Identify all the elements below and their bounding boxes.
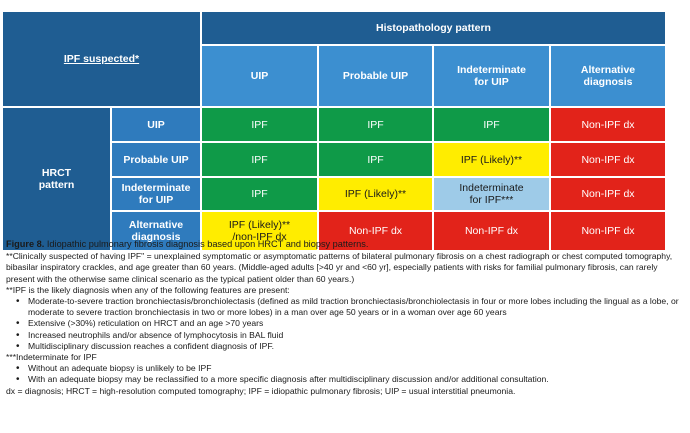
table-cell: Non-IPF dx [551, 212, 665, 250]
list-item: Increased neutrophils and/or absence of … [16, 330, 688, 341]
list-item: With an adequate biopsy may be reclassif… [16, 374, 688, 385]
corner-header: IPF suspected* [3, 12, 200, 106]
table-cell: IPF [202, 143, 317, 176]
table-cell: IPF [434, 108, 549, 141]
figure-label: Figure 8. [6, 239, 45, 249]
row-header-uip: UIP [112, 108, 200, 141]
row-header-probable-uip: Probable UIP [112, 143, 200, 176]
list-item: Without an adequate biopsy is unlikely t… [16, 363, 688, 374]
table-cell: Non-IPF dx [551, 178, 665, 210]
table-cell: IPF [202, 108, 317, 141]
footnote-indeterminate-intro: ***Indeterminate for IPF [6, 352, 97, 363]
diagnosis-table: IPF suspected* Histopathology pattern UI… [3, 12, 687, 250]
table-cell: IPF (Likely)** [434, 143, 549, 176]
table-cell: Non-IPF dx [551, 143, 665, 176]
footnote-clinical-suspicion: **Clinically suspected of having IPF" = … [6, 251, 673, 284]
abbreviations: dx = diagnosis; HRCT = high-resolution c… [6, 385, 516, 396]
table-cell: IPF (Likely)** /non-IPF dx [202, 212, 317, 250]
footnote-likely-list: Moderate-to-severe traction bronchiectas… [6, 296, 688, 352]
row-header-alternative: Alternative diagnosis [112, 212, 200, 250]
hrct-pattern-header: HRCT pattern [3, 108, 110, 250]
ipf-suspected-label: IPF suspected* [63, 53, 140, 65]
col-header-probable-uip: Probable UIP [319, 46, 432, 106]
table-cell: IPF (Likely)** [319, 178, 432, 210]
table-cell: Non-IPF dx [434, 212, 549, 250]
col-header-alternative: Alternative diagnosis [551, 46, 665, 106]
footnote-indeterminate-list: Without an adequate biopsy is unlikely t… [6, 363, 688, 386]
figure-title-line: Figure 8. Idiopathic pulmonary fibrosis … [6, 239, 688, 250]
table-cell: IPF [202, 178, 317, 210]
table-cell: IPF [319, 143, 432, 176]
histopathology-header: Histopathology pattern [202, 12, 665, 44]
list-item: Multidisciplinary discussion reaches a c… [16, 341, 688, 352]
figure-caption: Figure 8. Idiopathic pulmonary fibrosis … [6, 239, 688, 397]
table-cell: Non-IPF dx [319, 212, 432, 250]
table-cell: Indeterminate for IPF*** [434, 178, 549, 210]
figure-title: Idiopathic pulmonary fibrosis diagnosis … [46, 239, 369, 249]
col-header-indeterminate: Indeterminate for UIP [434, 46, 549, 106]
row-header-indeterminate: Indeterminate for UIP [112, 178, 200, 210]
footnote-likely-intro: **IPF is the likely diagnosis when any o… [6, 284, 290, 295]
list-item: Extensive (>30%) reticulation on HRCT an… [16, 318, 688, 329]
col-header-uip: UIP [202, 46, 317, 106]
table-cell: IPF [319, 108, 432, 141]
table-cell: Non-IPF dx [551, 108, 665, 141]
list-item: Moderate-to-severe traction bronchiectas… [16, 296, 688, 318]
